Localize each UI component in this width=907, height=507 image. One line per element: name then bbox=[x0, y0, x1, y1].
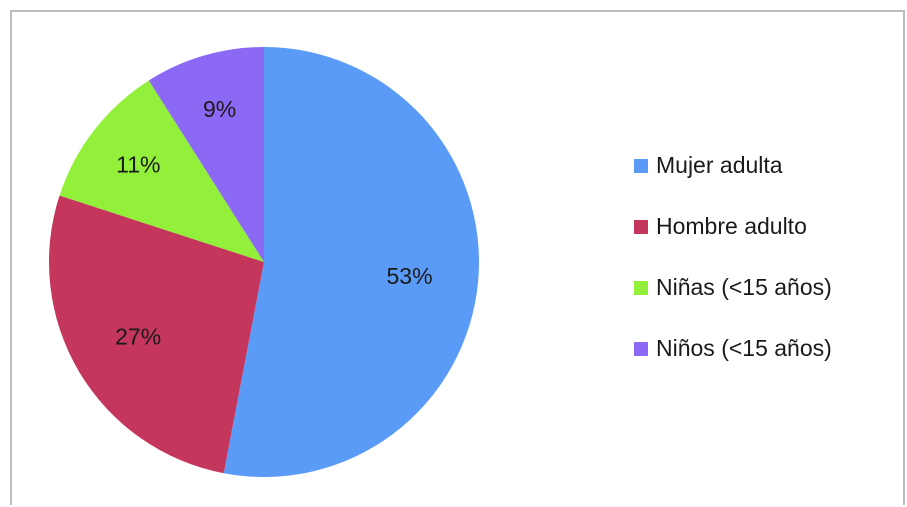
data-label-ninas: 11% bbox=[116, 151, 160, 177]
pie-slice-mujer-adulta bbox=[223, 47, 479, 477]
legend-label: Niñas (<15 años) bbox=[656, 274, 832, 300]
legend-swatch bbox=[634, 219, 648, 234]
legend-label: Mujer adulta bbox=[656, 152, 783, 178]
data-label-mujer-adulta: 53% bbox=[387, 263, 433, 289]
legend-swatch bbox=[634, 341, 648, 356]
pie-slice-hombre-adulto bbox=[49, 195, 265, 474]
legend-item-mujer-adulta: Mujer adulta bbox=[634, 150, 832, 181]
legend-label: Niños (<15 años) bbox=[656, 335, 832, 361]
legend-label: Hombre adulto bbox=[656, 213, 807, 239]
pie-slice-ninos bbox=[148, 47, 264, 262]
legend-swatch bbox=[634, 158, 648, 173]
legend-item-ninos: Niños (<15 años) bbox=[634, 333, 832, 364]
legend-item-ninas: Niñas (<15 años) bbox=[634, 272, 832, 303]
legend-item-hombre-adulto: Hombre adulto bbox=[634, 211, 832, 242]
legend-swatch bbox=[634, 280, 648, 295]
data-label-ninos: 9% bbox=[203, 96, 236, 122]
data-label-hombre-adulto: 27% bbox=[115, 323, 161, 349]
pie-slice-ninas bbox=[59, 80, 264, 262]
legend: Mujer adulta Hombre adulto Niñas (<15 añ… bbox=[634, 150, 832, 394]
